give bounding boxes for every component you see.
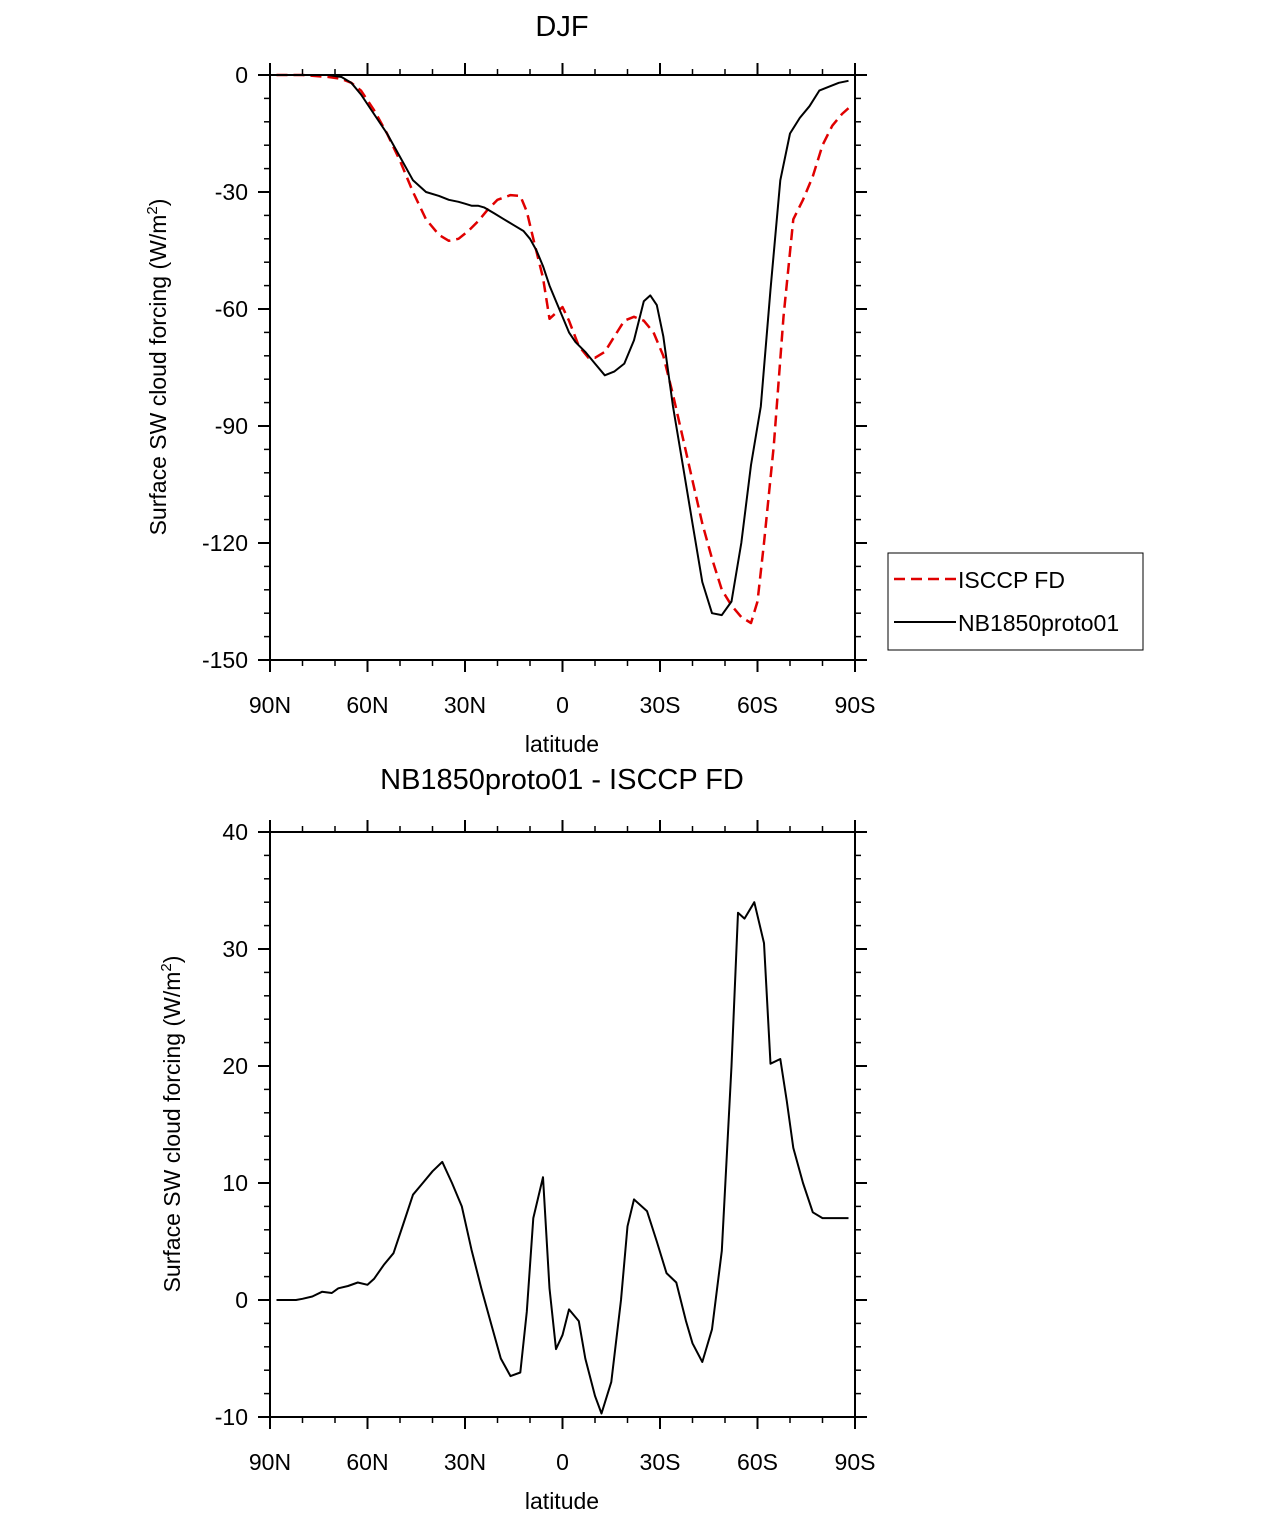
x-tick-label: 30S [640, 1449, 681, 1475]
x-tick-labels: 90N 60N 30N 0 30S 60S 90S [249, 692, 876, 718]
x-tick-label: 90N [249, 692, 291, 718]
x-tick-label: 0 [556, 692, 569, 718]
y-tick-label: -60 [215, 296, 248, 322]
y-tick-label: 10 [222, 1170, 248, 1196]
y-tick-labels: 40 30 20 10 0 -10 [215, 819, 248, 1430]
x-tick-labels: 90N 60N 30N 0 30S 60S 90S [249, 1449, 876, 1475]
plot-frame [269, 831, 856, 1418]
x-tick-label: 30N [444, 1449, 486, 1475]
tick-layer [258, 63, 867, 672]
y-axis-label: Surface SW cloud forcing (W/m2) [144, 199, 171, 536]
legend-box [887, 552, 1144, 651]
y-axis-label-main: Surface SW cloud forcing (W/m [145, 215, 171, 536]
x-axis-label: latitude [525, 1488, 599, 1514]
legend-label-isccp: ISCCP FD [958, 567, 1065, 593]
tick-layer [258, 820, 867, 1429]
y-tick-label: -90 [215, 413, 248, 439]
x-tick-label: 60S [737, 692, 778, 718]
x-tick-label: 90S [835, 1449, 876, 1475]
y-tick-labels: 0 -30 -60 -90 -120 -150 [202, 62, 248, 673]
y-axis-label-sup: 2 [144, 206, 161, 214]
x-tick-label: 90S [835, 692, 876, 718]
x-tick-label: 90N [249, 1449, 291, 1475]
y-axis-label-main: Surface SW cloud forcing (W/m [159, 972, 185, 1293]
x-tick-label: 60S [737, 1449, 778, 1475]
series-layer [276, 901, 849, 1415]
y-tick-label: 30 [222, 936, 248, 962]
x-tick-label: 60N [346, 1449, 388, 1475]
y-axis-label-sup: 2 [158, 963, 175, 971]
series-layer [276, 73, 850, 625]
y-tick-label: -10 [215, 1404, 248, 1430]
y-tick-label: -120 [202, 530, 248, 556]
y-tick-label: 0 [235, 1287, 248, 1313]
x-tick-label: 30N [444, 692, 486, 718]
legend: ISCCP FD NB1850proto01 [887, 552, 1144, 651]
isccp-fd-series-line [276, 73, 850, 625]
x-tick-label: 0 [556, 1449, 569, 1475]
y-tick-label: 20 [222, 1053, 248, 1079]
y-axis-label-tail: ) [145, 199, 171, 207]
y-axis-label: Surface SW cloud forcing (W/m2) [158, 956, 185, 1293]
x-axis-label: latitude [525, 731, 599, 757]
y-tick-label: -30 [215, 179, 248, 205]
y-tick-label: 40 [222, 819, 248, 845]
plot-frame [269, 74, 856, 661]
nb1850proto01-series-line [276, 74, 849, 617]
x-tick-label: 30S [640, 692, 681, 718]
y-tick-label: -150 [202, 647, 248, 673]
chart-title: DJF [535, 11, 588, 43]
y-axis-label-tail: ) [159, 956, 185, 964]
x-tick-label: 60N [346, 692, 388, 718]
y-tick-label: 0 [235, 62, 248, 88]
chart-djf: DJF 0-30-60-90-120-150 90N 60N 30N 0 30S 60S 9… [144, 11, 1144, 757]
legend-label-model: NB1850proto01 [958, 610, 1119, 636]
difference-series-line [276, 901, 849, 1415]
chart-title: NB1850proto01 - ISCCP FD [380, 764, 744, 796]
